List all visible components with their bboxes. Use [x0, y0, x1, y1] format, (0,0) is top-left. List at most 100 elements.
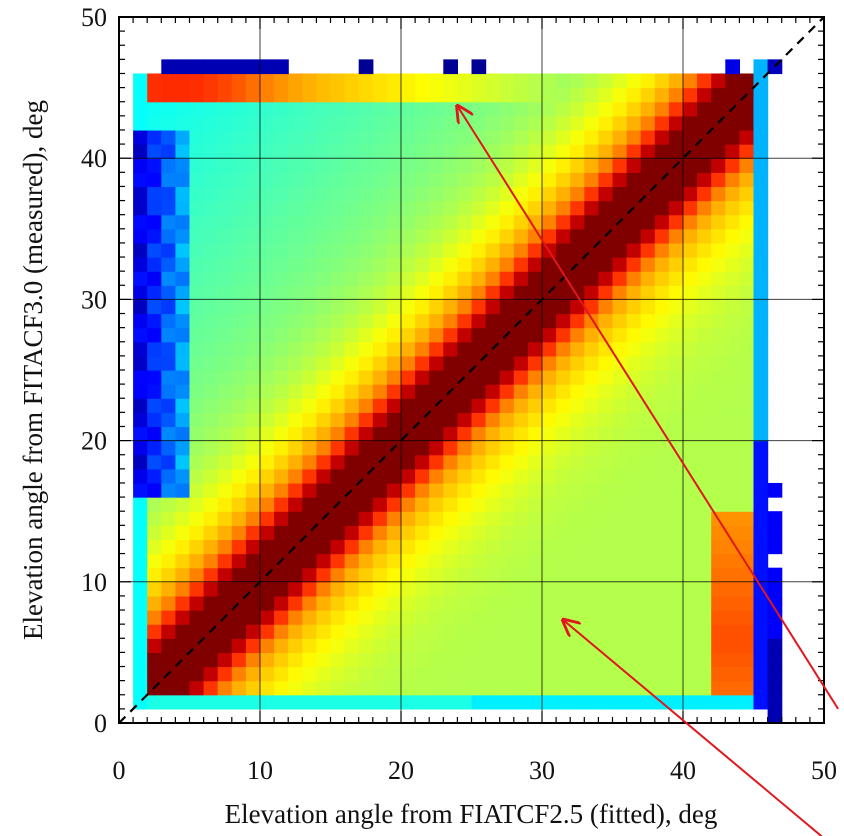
heatmap-cell	[288, 652, 303, 668]
heatmap-cell	[386, 115, 402, 131]
heatmap-cell	[683, 610, 698, 625]
heatmap-cell	[161, 327, 176, 343]
heatmap-cell	[189, 468, 205, 484]
heatmap-cell	[697, 341, 712, 357]
heatmap-cell	[654, 680, 670, 696]
heatmap-cell	[457, 694, 473, 710]
heatmap-cell	[556, 482, 571, 498]
heatmap-cell	[513, 87, 529, 103]
heatmap-cell	[457, 468, 473, 484]
heatmap-cell	[415, 257, 430, 272]
heatmap-cell	[344, 158, 360, 173]
heatmap-cell	[175, 129, 191, 145]
heatmap-cell	[358, 454, 374, 470]
heatmap-cell	[231, 539, 247, 555]
heatmap-cell	[612, 242, 628, 258]
heatmap-cell	[457, 172, 473, 188]
heatmap-cell	[415, 553, 430, 569]
heatmap-cell	[697, 370, 712, 385]
heatmap-cell	[527, 158, 543, 173]
heatmap-cell	[725, 581, 740, 597]
heatmap-cell	[626, 694, 642, 710]
heatmap-cell	[175, 87, 191, 103]
heatmap-cell	[739, 101, 755, 117]
heatmap-cell	[401, 680, 416, 696]
heatmap-cell	[584, 482, 599, 498]
heatmap-cell	[499, 242, 515, 258]
heatmap-cell	[386, 313, 402, 329]
heatmap-cell	[725, 666, 740, 682]
heatmap-cell	[739, 567, 755, 583]
heatmap-cell	[598, 666, 614, 682]
heatmap-cell	[471, 652, 487, 668]
heatmap-cell	[415, 214, 430, 230]
heatmap-cell	[683, 581, 698, 597]
heatmap-cell	[753, 440, 769, 456]
heatmap-cell	[274, 666, 289, 682]
heatmap-cell	[612, 440, 628, 456]
heatmap-cell	[147, 694, 162, 710]
heatmap-cell	[485, 581, 501, 597]
heatmap-cell	[556, 129, 571, 145]
heatmap-cell	[753, 242, 769, 258]
heatmap-cell	[556, 186, 571, 202]
heatmap-cell	[513, 595, 529, 611]
x-tick-label: 40	[670, 756, 696, 785]
heatmap-cell	[133, 624, 148, 639]
heatmap-cell	[372, 694, 388, 710]
heatmap-cell	[330, 666, 346, 682]
heatmap-cell	[711, 87, 726, 103]
heatmap-cell	[217, 59, 233, 75]
heatmap-cell	[372, 553, 388, 569]
heatmap-cell	[245, 228, 261, 244]
heatmap-cell	[640, 694, 656, 710]
heatmap-cell	[612, 228, 628, 244]
heatmap-cell	[471, 370, 487, 385]
heatmap-cell	[330, 398, 346, 413]
heatmap-cell	[260, 158, 275, 173]
heatmap-cell	[457, 567, 473, 583]
heatmap-cell	[598, 525, 614, 541]
heatmap-cell	[612, 101, 628, 117]
heatmap-cell	[513, 426, 529, 442]
heatmap-cell	[626, 73, 642, 89]
heatmap-cell	[542, 257, 557, 272]
heatmap-cell	[570, 384, 585, 399]
heatmap-cell	[471, 595, 487, 611]
heatmap-cell	[260, 539, 275, 555]
heatmap-cell	[556, 680, 571, 696]
heatmap-cell	[570, 242, 585, 258]
heatmap-cell	[133, 129, 148, 145]
heatmap-cell	[570, 313, 585, 329]
heatmap-cell	[203, 186, 219, 202]
heatmap-cell	[358, 73, 374, 89]
heatmap-cell	[584, 454, 599, 470]
heatmap-cell	[245, 285, 261, 300]
heatmap-cell	[542, 595, 557, 611]
heatmap-cell	[161, 59, 176, 75]
heatmap-cells	[133, 59, 783, 724]
heatmap-cell	[401, 370, 416, 385]
heatmap-cell	[231, 313, 247, 329]
heatmap-cell	[203, 271, 219, 286]
heatmap-cell	[697, 214, 712, 230]
heatmap-cell	[598, 313, 614, 329]
heatmap-cell	[640, 525, 656, 541]
heatmap-cell	[654, 200, 670, 216]
heatmap-cell	[499, 497, 515, 512]
heatmap-cell	[598, 172, 614, 188]
heatmap-cell	[513, 624, 529, 639]
heatmap-cell	[288, 129, 303, 145]
heatmap-cell	[147, 144, 162, 159]
heatmap-cell	[739, 158, 755, 173]
heatmap-cell	[358, 144, 374, 159]
heatmap-cell	[386, 694, 402, 710]
heatmap-cell	[753, 384, 769, 399]
heatmap-cell	[499, 412, 515, 428]
heatmap-cell	[274, 398, 289, 413]
heatmap-cell	[330, 313, 346, 329]
heatmap-cell	[245, 553, 261, 569]
heatmap-cell	[231, 285, 247, 300]
heatmap-cell	[429, 666, 444, 682]
heatmap-cell	[739, 539, 755, 555]
